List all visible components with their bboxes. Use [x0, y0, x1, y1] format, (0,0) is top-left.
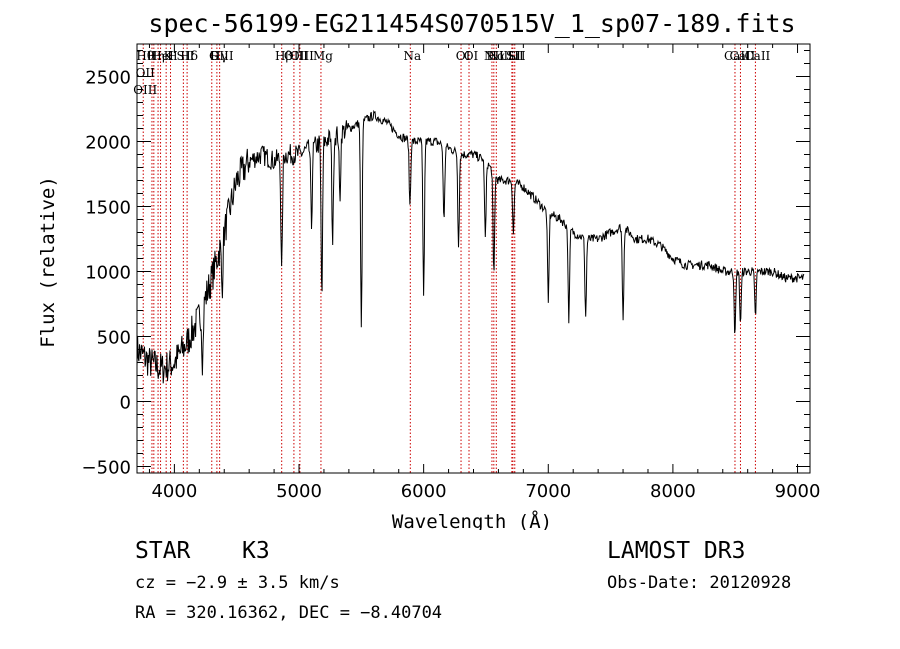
reference-line-label: CaII: [730, 49, 756, 63]
y-tick-label: 1000: [85, 263, 131, 284]
y-tick-label: −500: [82, 458, 131, 479]
reference-line-label: SII: [506, 49, 524, 63]
reference-line-label: Hθ: [136, 49, 154, 63]
y-tick-labels: −500 0 500 1000 1500 2000 2500: [82, 68, 131, 479]
redshift-readout: cz = −2.9 ± 3.5 km/s: [135, 573, 340, 593]
reference-line-label: SII: [508, 49, 526, 63]
reference-line-label: NII: [484, 49, 504, 63]
reference-line-label: Hδ: [180, 49, 198, 63]
survey-name: LAMOST DR3: [607, 538, 746, 564]
y-tick-label: 500: [97, 328, 131, 349]
reference-line-label: Li: [508, 49, 520, 63]
coordinates-readout: RA = 320.16362, DEC = −8.40704: [135, 603, 443, 623]
reference-lines: [142, 44, 756, 473]
reference-line-label: Hα: [487, 49, 506, 63]
y-axis-label: Flux (relative): [37, 176, 59, 348]
spectrum-line: [136, 109, 805, 384]
reference-line-label: OIII: [284, 49, 308, 63]
reference-line-label: HeI: [151, 49, 174, 63]
observation-date: Obs-Date: 20120928: [607, 573, 792, 593]
reference-line-label: Mg: [313, 49, 333, 63]
axis-ticks: [137, 44, 810, 473]
reference-line-label: OI: [456, 49, 471, 63]
reference-line-label: OIII: [290, 49, 314, 63]
x-tick-label: 9000: [775, 481, 821, 502]
reference-line-label: G: [209, 49, 219, 63]
reference-line-label: OIII: [133, 83, 157, 97]
y-tick-label: 2500: [85, 68, 131, 89]
reference-line-label: CaII: [724, 49, 750, 63]
reference-line-label: Hγ: [210, 49, 228, 63]
x-tick-label: 6000: [401, 481, 447, 502]
spectral-subclass: K3: [242, 538, 270, 564]
reference-line-label: OI: [464, 49, 479, 63]
object-class: STAR: [135, 538, 191, 564]
reference-line-label: NII: [488, 49, 508, 63]
x-axis-label: Wavelength (Å): [392, 510, 552, 530]
x-tick-label: 4000: [151, 481, 197, 502]
reference-line-label: Na: [403, 49, 421, 63]
reference-line-label: H: [167, 49, 177, 63]
x-tick-labels: 4000 5000 6000 7000 8000 9000: [151, 481, 820, 502]
reference-line-label: OIII: [210, 49, 234, 63]
reference-line-label: K: [164, 49, 174, 63]
reference-line-label: SII: [177, 49, 195, 63]
y-tick-label: 1500: [85, 198, 131, 219]
chart-title: spec-56199-EG211454S070515V_1_sp07-189.f…: [148, 9, 795, 38]
x-tick-label: 7000: [525, 481, 571, 502]
spectrum-chart: spec-56199-EG211454S070515V_1_sp07-189.f…: [37, 9, 820, 530]
reference-line-label: Hη: [147, 49, 165, 63]
reference-line-label: CaII: [744, 49, 770, 63]
x-tick-label: 5000: [276, 481, 322, 502]
reference-line-label: Hβ: [275, 49, 292, 63]
plot-frame: [136, 43, 811, 474]
y-tick-label: 2000: [85, 133, 131, 154]
x-tick-label: 8000: [650, 481, 696, 502]
y-tick-label: 0: [120, 393, 131, 414]
reference-line-label: OII: [136, 66, 156, 80]
